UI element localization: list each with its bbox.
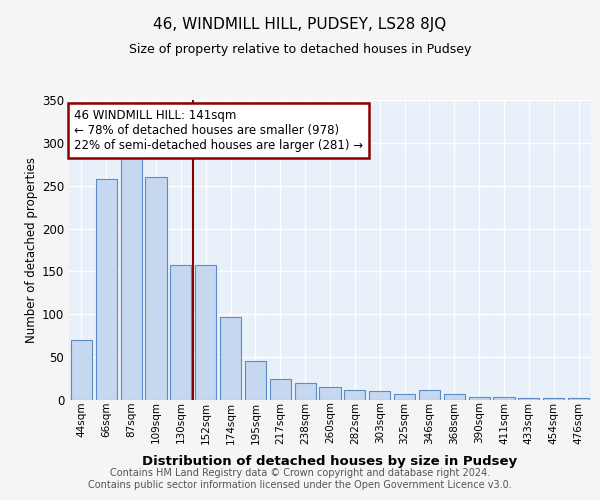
- Bar: [543, 398, 564, 400]
- Bar: [96, 179, 117, 400]
- Text: Contains HM Land Registry data © Crown copyright and database right 2024.
Contai: Contains HM Land Registry data © Crown c…: [88, 468, 512, 490]
- Bar: [493, 398, 515, 400]
- Bar: [195, 266, 216, 400]
- Bar: [121, 152, 142, 400]
- Bar: [319, 387, 341, 400]
- Y-axis label: Number of detached properties: Number of detached properties: [25, 157, 38, 343]
- Bar: [394, 394, 415, 400]
- Bar: [369, 392, 390, 400]
- Bar: [469, 398, 490, 400]
- Bar: [344, 390, 365, 400]
- Bar: [71, 340, 92, 400]
- Bar: [444, 394, 465, 400]
- Text: 46, WINDMILL HILL, PUDSEY, LS28 8JQ: 46, WINDMILL HILL, PUDSEY, LS28 8JQ: [154, 18, 446, 32]
- Bar: [245, 362, 266, 400]
- Bar: [220, 317, 241, 400]
- Bar: [145, 177, 167, 400]
- Bar: [170, 266, 191, 400]
- Bar: [270, 378, 291, 400]
- X-axis label: Distribution of detached houses by size in Pudsey: Distribution of detached houses by size …: [142, 454, 518, 468]
- Bar: [568, 398, 589, 400]
- Text: Size of property relative to detached houses in Pudsey: Size of property relative to detached ho…: [129, 42, 471, 56]
- Bar: [518, 398, 539, 400]
- Text: 46 WINDMILL HILL: 141sqm
← 78% of detached houses are smaller (978)
22% of semi-: 46 WINDMILL HILL: 141sqm ← 78% of detach…: [74, 109, 364, 152]
- Bar: [295, 383, 316, 400]
- Bar: [419, 390, 440, 400]
